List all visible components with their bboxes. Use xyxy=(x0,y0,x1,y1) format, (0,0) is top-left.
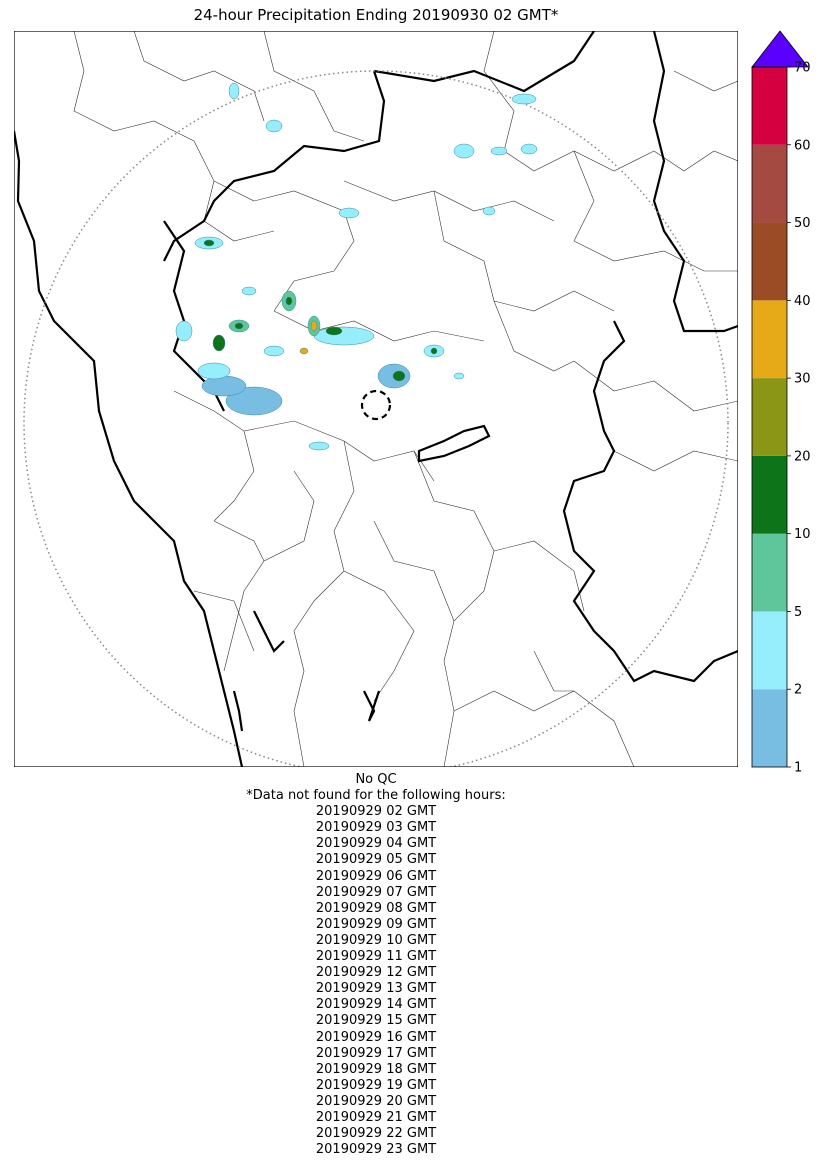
map-title: 24-hour Precipitation Ending 20190930 02… xyxy=(193,6,559,24)
qc-note: No QC xyxy=(355,772,397,787)
colorbar-segment xyxy=(752,222,787,301)
colorbar-segment xyxy=(752,455,787,534)
precipitation-map xyxy=(14,31,738,767)
missing-hour-item: 20190929 09 GMT xyxy=(315,916,437,932)
missing-hour-item: 20190929 04 GMT xyxy=(315,836,437,852)
precipitation-areas xyxy=(175,82,538,451)
missing-hour-item: 20190929 12 GMT xyxy=(315,965,437,981)
missing-hour-item: 20190929 02 GMT xyxy=(315,804,437,820)
missing-hour-item: 20190929 06 GMT xyxy=(315,868,437,884)
missing-hour-item: 20190929 11 GMT xyxy=(315,949,437,965)
colorbar-segment xyxy=(752,533,787,612)
colorbar-tick-label: 10 xyxy=(794,527,811,542)
radar-location-icon xyxy=(360,389,392,421)
colorbar-tick-label: 40 xyxy=(794,294,811,309)
colorbar-tick-label: 50 xyxy=(794,216,811,231)
range-ring xyxy=(23,70,729,767)
missing-hour-item: 20190929 23 GMT xyxy=(315,1142,437,1158)
missing-hour-item: 20190929 22 GMT xyxy=(315,1126,437,1142)
missing-hour-item: 20190929 16 GMT xyxy=(315,1029,437,1045)
footer-notes: No QC *Data not found for the following … xyxy=(14,772,738,1158)
missing-hour-item: 20190929 17 GMT xyxy=(315,1045,437,1061)
colorbar-segment xyxy=(752,300,787,379)
missing-data-header: *Data not found for the following hours: xyxy=(246,788,506,804)
colorbar-segment xyxy=(752,144,787,223)
missing-hour-item: 20190929 03 GMT xyxy=(315,820,437,836)
colorbar-tick-label: 5 xyxy=(794,605,802,620)
colorbar-tick-label: 1 xyxy=(794,761,802,774)
missing-hour-item: 20190929 18 GMT xyxy=(315,1061,437,1077)
colorbar-tick-label: 20 xyxy=(794,449,811,464)
missing-hour-item: 20190929 21 GMT xyxy=(315,1109,437,1125)
colorbar: 1 2 5 10 20 30 40 50 60 70 xyxy=(751,30,811,774)
colorbar-tick-label: 30 xyxy=(794,372,811,387)
missing-hour-item: 20190929 08 GMT xyxy=(315,900,437,916)
missing-hour-item: 20190929 20 GMT xyxy=(315,1093,437,1109)
missing-hours-list: 20190929 02 GMT 20190929 03 GMT 20190929 0… xyxy=(14,804,738,1158)
missing-hour-item: 20190929 15 GMT xyxy=(315,1013,437,1029)
missing-hour-item: 20190929 07 GMT xyxy=(315,884,437,900)
missing-hour-item: 20190929 14 GMT xyxy=(315,997,437,1013)
colorbar-segment xyxy=(752,378,787,456)
colorbar-tick-label: 70 xyxy=(794,61,811,76)
colorbar-segment xyxy=(752,67,787,145)
missing-hour-item: 20190929 19 GMT xyxy=(315,1077,437,1093)
colorbar-tick-label: 60 xyxy=(794,138,811,153)
colorbar-segment xyxy=(752,689,787,767)
missing-hour-item: 20190929 10 GMT xyxy=(315,932,437,948)
colorbar-tick-label: 2 xyxy=(794,683,802,698)
district-boundaries xyxy=(73,31,738,767)
missing-hour-item: 20190929 13 GMT xyxy=(315,981,437,997)
missing-hour-item: 20190929 05 GMT xyxy=(315,852,437,868)
colorbar-segment xyxy=(752,611,787,690)
